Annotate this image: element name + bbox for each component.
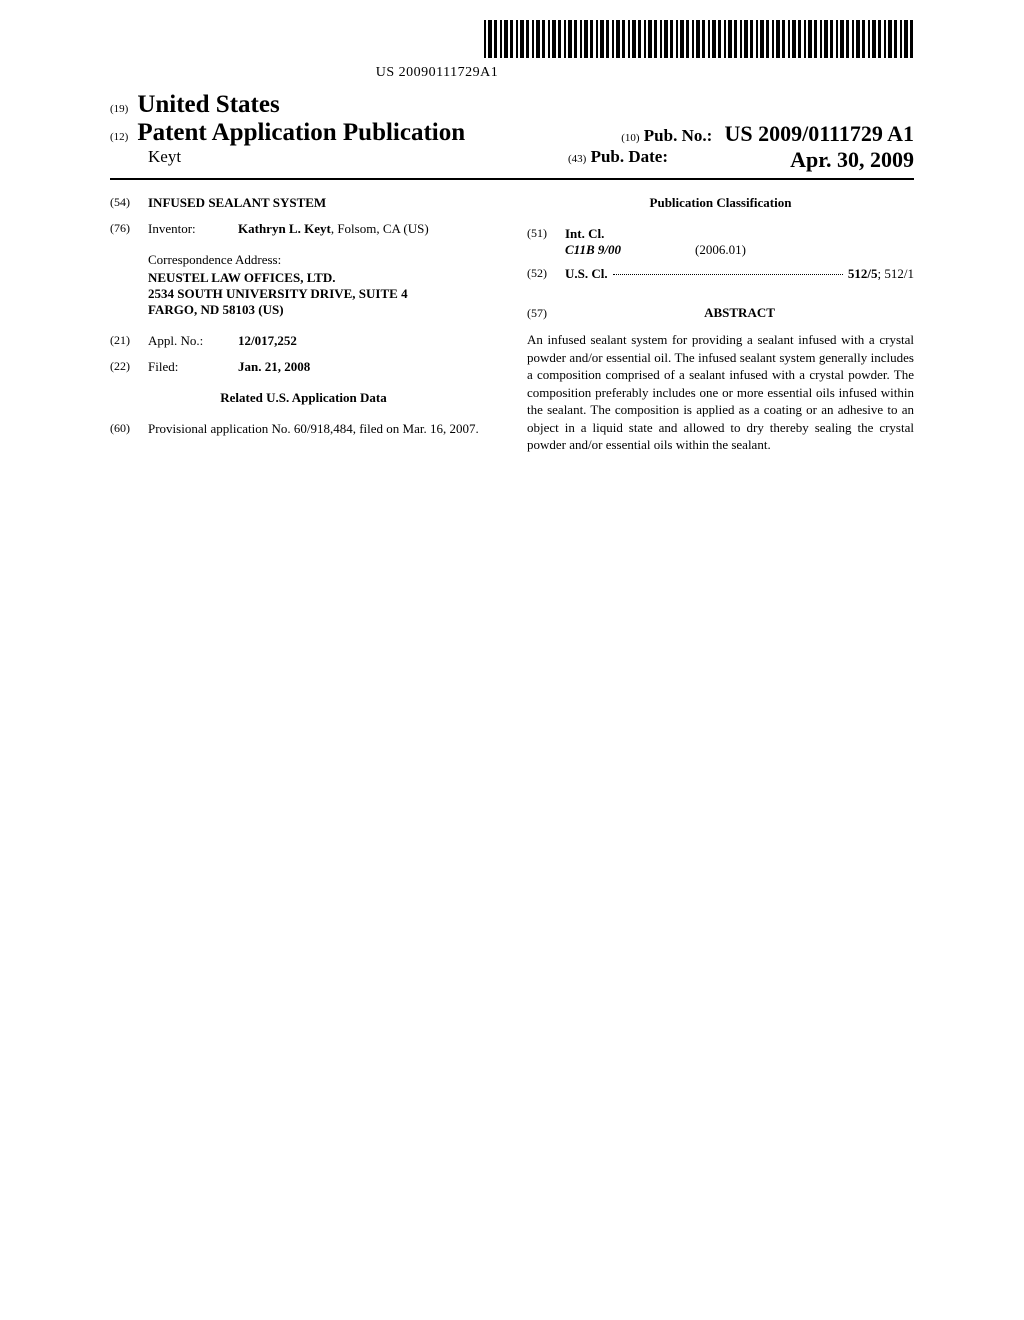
provisional-text: Provisional application No. 60/918,484, … xyxy=(148,421,497,437)
correspondence-line2: 2534 SOUTH UNIVERSITY DRIVE, SUITE 4 xyxy=(148,286,497,302)
tag-54: (54) xyxy=(110,195,148,211)
appl-no: 12/017,252 xyxy=(238,333,497,349)
pub-no: US 2009/0111729 A1 xyxy=(725,121,914,146)
filed-date: Jan. 21, 2008 xyxy=(238,359,497,375)
applicant-row: Keyt (43) Pub. Date: Apr. 30, 2009 xyxy=(110,147,914,180)
tag-22: (22) xyxy=(110,359,148,375)
tag-60: (60) xyxy=(110,421,148,437)
tag-19: (19) xyxy=(110,103,128,115)
correspondence-line3: FARGO, ND 58103 (US) xyxy=(148,302,497,318)
int-cl-label: Int. Cl. xyxy=(565,226,914,242)
tag-57: (57) xyxy=(527,306,565,321)
invention-title: INFUSED SEALANT SYSTEM xyxy=(148,195,326,211)
abstract-heading: ABSTRACT xyxy=(565,305,914,321)
int-cl-field: (51) Int. Cl. C11B 9/00 (2006.01) xyxy=(527,226,914,258)
title-field: (54) INFUSED SEALANT SYSTEM xyxy=(110,195,497,211)
pub-date-label: Pub. Date: xyxy=(591,147,668,166)
inventor-label: Inventor: xyxy=(148,221,238,237)
barcode-graphic xyxy=(484,20,914,58)
tag-51: (51) xyxy=(527,226,565,258)
main-content: (54) INFUSED SEALANT SYSTEM (76) Invento… xyxy=(110,195,914,454)
abstract-text: An infused sealant system for providing … xyxy=(527,331,914,454)
tag-76: (76) xyxy=(110,221,148,237)
pub-date: Apr. 30, 2009 xyxy=(790,147,914,173)
us-cl-secondary: ; 512/1 xyxy=(878,266,914,282)
inventor-loc: , Folsom, CA (US) xyxy=(331,221,429,236)
right-column: Publication Classification (51) Int. Cl.… xyxy=(527,195,914,454)
correspondence-label: Correspondence Address: xyxy=(148,252,497,268)
left-column: (54) INFUSED SEALANT SYSTEM (76) Invento… xyxy=(110,195,497,454)
pub-no-label: Pub. No.: xyxy=(644,126,712,145)
tag-10: (10) xyxy=(621,132,639,144)
us-cl-dots xyxy=(613,274,843,275)
tag-21: (21) xyxy=(110,333,148,349)
inventor-field: (76) Inventor: Kathryn L. Keyt, Folsom, … xyxy=(110,221,497,237)
int-cl-date: (2006.01) xyxy=(695,242,746,258)
us-cl-label: U.S. Cl. xyxy=(565,266,608,282)
related-data-heading: Related U.S. Application Data xyxy=(110,390,497,406)
header-country-row: (19) United States xyxy=(110,91,914,119)
correspondence-block: Correspondence Address: NEUSTEL LAW OFFI… xyxy=(148,252,497,318)
publication-type: Patent Application Publication xyxy=(137,119,465,146)
barcode-text: US 20090111729A1 xyxy=(110,65,914,81)
us-cl-primary: 512/5 xyxy=(848,266,878,282)
filed-label: Filed: xyxy=(148,359,238,375)
us-cl-field: (52) U.S. Cl. 512/5; 512/1 xyxy=(527,266,914,282)
classification-heading: Publication Classification xyxy=(527,195,914,211)
country-name: United States xyxy=(137,91,279,118)
tag-12: (12) xyxy=(110,131,128,143)
tag-52: (52) xyxy=(527,266,565,282)
barcode-section: US 20090111729A1 xyxy=(110,20,914,81)
inventor-value: Kathryn L. Keyt, Folsom, CA (US) xyxy=(238,221,497,237)
applicant-name: Keyt xyxy=(148,147,181,173)
filed-field: (22) Filed: Jan. 21, 2008 xyxy=(110,359,497,375)
tag-43: (43) xyxy=(568,153,586,165)
appl-no-label: Appl. No.: xyxy=(148,333,238,349)
correspondence-line1: NEUSTEL LAW OFFICES, LTD. xyxy=(148,270,497,286)
appl-no-field: (21) Appl. No.: 12/017,252 xyxy=(110,333,497,349)
int-cl-code: C11B 9/00 xyxy=(565,242,695,258)
provisional-field: (60) Provisional application No. 60/918,… xyxy=(110,421,497,437)
inventor-name: Kathryn L. Keyt xyxy=(238,221,331,236)
title-row: (12) Patent Application Publication (10)… xyxy=(110,119,914,147)
